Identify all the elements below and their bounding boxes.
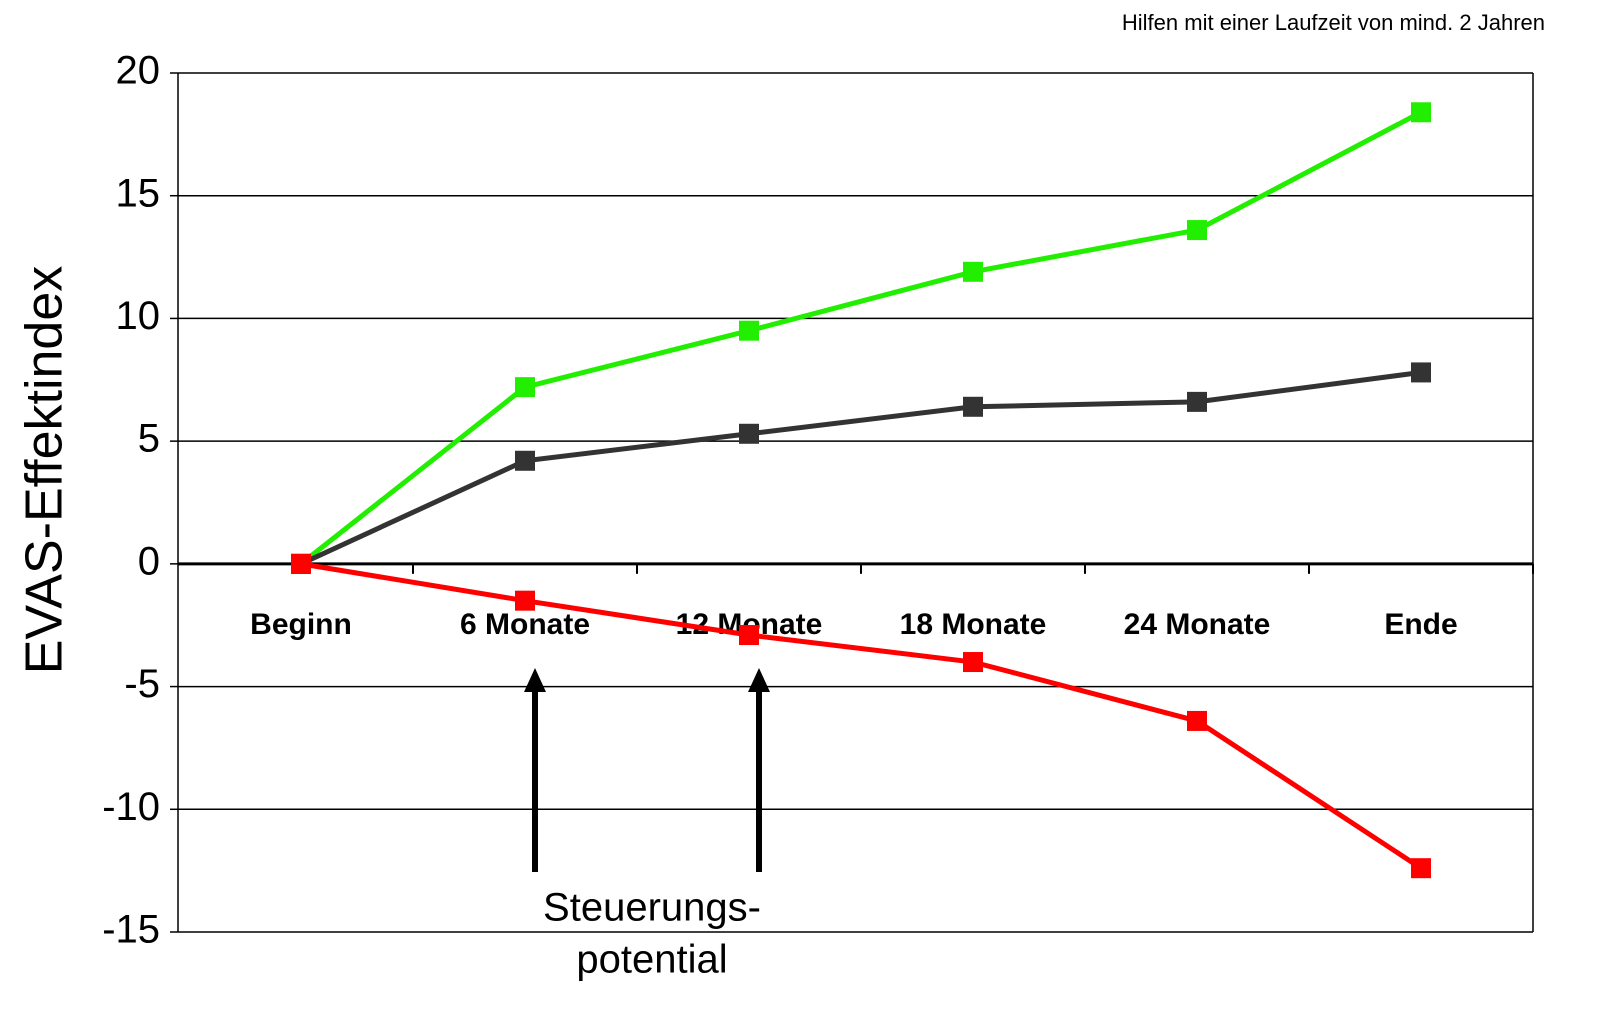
y-tick-label: 0 [138, 539, 160, 583]
x-tick-label: Beginn [250, 608, 352, 641]
point-marker [739, 423, 759, 444]
point-marker [963, 396, 983, 417]
point-marker [1411, 858, 1431, 879]
chart-subtitle: Hilfen mit einer Laufzeit von mind. 2 Ja… [1122, 10, 1545, 35]
point-marker [515, 590, 535, 611]
y-axis-label: EVAS-Effektindex [16, 266, 74, 675]
point-marker [1187, 710, 1207, 731]
point-marker [739, 320, 759, 341]
y-tick-label: 5 [138, 417, 160, 461]
point-marker [963, 261, 983, 282]
series-line [299, 369, 1422, 567]
series-line [300, 561, 1423, 871]
point-marker [291, 553, 311, 574]
y-tick-label: 10 [116, 294, 161, 338]
y-tick-label: 15 [116, 171, 161, 215]
annotation-text: Steuerungs- [543, 886, 761, 930]
point-marker [1411, 102, 1431, 123]
y-tick-label: -15 [102, 908, 160, 952]
point-marker [1411, 362, 1431, 383]
point-marker [1187, 391, 1207, 412]
point-marker [963, 652, 983, 673]
point-marker [515, 450, 535, 471]
annotation-text: potential [576, 938, 727, 982]
annotation-arrowhead [748, 668, 770, 692]
annotation-arrowhead [524, 668, 546, 692]
x-tick-label: 24 Monate [1124, 608, 1271, 641]
y-tick-label: -10 [102, 785, 160, 829]
series-line [299, 110, 1423, 566]
x-tick-label: 6 Monate [460, 608, 590, 641]
point-marker [739, 625, 759, 646]
y-tick-label: 20 [116, 49, 161, 93]
x-tick-label: Ende [1384, 608, 1457, 641]
x-tick-label: 18 Monate [900, 608, 1047, 641]
point-marker [1187, 220, 1207, 241]
point-marker [515, 377, 535, 398]
y-tick-label: -5 [124, 662, 160, 706]
